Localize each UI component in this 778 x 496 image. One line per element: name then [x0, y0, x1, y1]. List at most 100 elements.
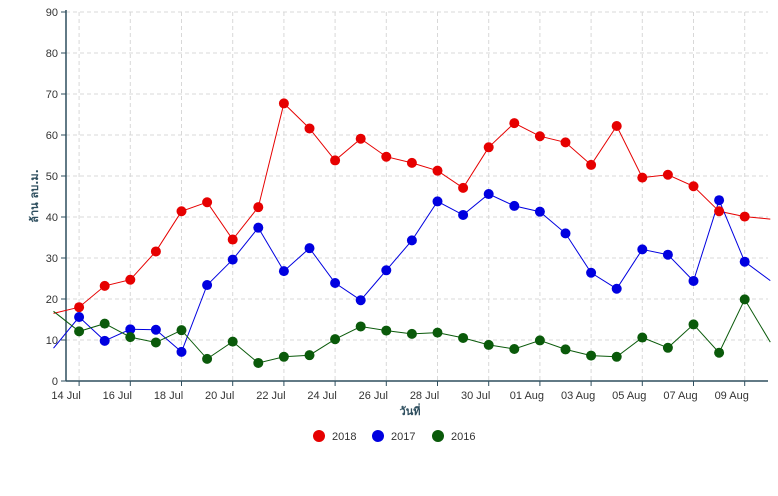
data-point-2018[interactable] — [381, 151, 392, 162]
data-point-2018[interactable] — [688, 181, 699, 192]
data-point-2017[interactable] — [483, 189, 494, 200]
data-point-2018[interactable] — [278, 98, 289, 109]
x-tick-label: 09 Aug — [715, 390, 749, 402]
data-point-2017[interactable] — [381, 265, 392, 276]
data-point-2018[interactable] — [483, 142, 494, 153]
legend-item-2017[interactable]: 2017 — [372, 430, 415, 443]
data-point-2018[interactable] — [432, 165, 443, 176]
data-point-2018[interactable] — [74, 302, 85, 313]
data-point-2017[interactable] — [150, 324, 161, 335]
data-point-2018[interactable] — [125, 274, 136, 285]
data-point-2017[interactable] — [99, 335, 110, 346]
data-point-2017[interactable] — [458, 209, 469, 220]
data-point-2016[interactable] — [304, 350, 315, 361]
y-tick-label: 90 — [46, 7, 58, 19]
data-point-2017[interactable] — [278, 266, 289, 277]
data-point-2018[interactable] — [304, 123, 315, 134]
data-point-2018[interactable] — [509, 118, 520, 129]
data-point-2016[interactable] — [432, 327, 443, 338]
data-point-2018[interactable] — [611, 120, 622, 131]
data-point-2018[interactable] — [227, 234, 238, 245]
data-point-2016[interactable] — [278, 351, 289, 362]
data-point-2017[interactable] — [586, 267, 597, 278]
data-point-2016[interactable] — [458, 332, 469, 343]
data-point-2016[interactable] — [330, 334, 341, 345]
data-point-2017[interactable] — [432, 196, 443, 207]
legend-swatch — [432, 430, 444, 442]
data-point-2018[interactable] — [739, 211, 750, 222]
data-point-2016[interactable] — [227, 336, 238, 347]
data-point-2018[interactable] — [330, 155, 341, 166]
data-point-2016[interactable] — [534, 335, 545, 346]
data-point-2018[interactable] — [560, 137, 571, 148]
data-point-2016[interactable] — [560, 344, 571, 355]
data-point-2016[interactable] — [176, 325, 187, 336]
data-point-2016[interactable] — [637, 332, 648, 343]
data-point-2017[interactable] — [534, 206, 545, 217]
data-point-2017[interactable] — [688, 275, 699, 286]
x-tick-label: 14 Jul — [51, 390, 80, 402]
data-point-2016[interactable] — [150, 337, 161, 348]
y-tick-label: 0 — [52, 376, 58, 388]
legend-item-2016[interactable]: 2016 — [432, 430, 475, 443]
data-point-2017[interactable] — [355, 295, 366, 306]
legend-item-2018[interactable]: 2018 — [313, 430, 356, 443]
legend-label: 2016 — [451, 431, 475, 443]
data-point-2016[interactable] — [99, 318, 110, 329]
data-point-2018[interactable] — [662, 169, 673, 180]
data-point-2016[interactable] — [381, 325, 392, 336]
data-point-2017[interactable] — [560, 228, 571, 239]
data-point-2016[interactable] — [611, 351, 622, 362]
data-point-2016[interactable] — [406, 328, 417, 339]
data-point-2016[interactable] — [688, 319, 699, 330]
x-tick-label: 24 Jul — [307, 390, 336, 402]
data-point-2017[interactable] — [611, 283, 622, 294]
y-tick-label: 50 — [46, 171, 58, 183]
series-lines — [53, 102, 771, 364]
data-point-2018[interactable] — [534, 131, 545, 142]
legend-swatch — [313, 430, 325, 442]
data-point-2018[interactable] — [150, 246, 161, 257]
data-point-2016[interactable] — [355, 321, 366, 332]
data-point-2018[interactable] — [586, 159, 597, 170]
data-point-2016[interactable] — [74, 326, 85, 337]
data-point-2017[interactable] — [74, 312, 85, 323]
data-point-2018[interactable] — [714, 206, 725, 217]
series-points — [74, 98, 750, 368]
data-point-2017[interactable] — [227, 254, 238, 265]
data-point-2016[interactable] — [125, 332, 136, 343]
data-point-2016[interactable] — [714, 347, 725, 358]
data-point-2016[interactable] — [483, 339, 494, 350]
y-axis-title: ล้าน ลบ.ม. — [28, 169, 41, 223]
data-point-2017[interactable] — [176, 346, 187, 357]
data-point-2016[interactable] — [586, 350, 597, 361]
data-point-2018[interactable] — [637, 172, 648, 183]
data-point-2018[interactable] — [458, 182, 469, 193]
data-point-2017[interactable] — [662, 249, 673, 260]
data-point-2017[interactable] — [406, 235, 417, 246]
data-point-2017[interactable] — [253, 222, 264, 233]
data-point-2017[interactable] — [637, 244, 648, 255]
data-point-2017[interactable] — [509, 200, 520, 211]
data-point-2018[interactable] — [406, 157, 417, 168]
data-point-2017[interactable] — [202, 280, 213, 291]
data-point-2017[interactable] — [125, 324, 136, 335]
data-point-2017[interactable] — [330, 278, 341, 289]
data-point-2016[interactable] — [662, 342, 673, 353]
data-point-2018[interactable] — [99, 280, 110, 291]
data-point-2016[interactable] — [739, 294, 750, 305]
y-tick-label: 70 — [46, 89, 58, 101]
data-point-2018[interactable] — [176, 206, 187, 217]
data-point-2016[interactable] — [509, 344, 520, 355]
data-point-2018[interactable] — [202, 197, 213, 208]
data-point-2016[interactable] — [202, 353, 213, 364]
data-point-2018[interactable] — [253, 202, 264, 213]
data-point-2018[interactable] — [355, 133, 366, 144]
data-point-2017[interactable] — [304, 243, 315, 254]
data-point-2016[interactable] — [253, 357, 264, 368]
x-tick-label: 20 Jul — [205, 390, 234, 402]
data-point-2017[interactable] — [714, 195, 725, 206]
y-tick-label: 20 — [46, 294, 58, 306]
data-point-2017[interactable] — [739, 256, 750, 267]
